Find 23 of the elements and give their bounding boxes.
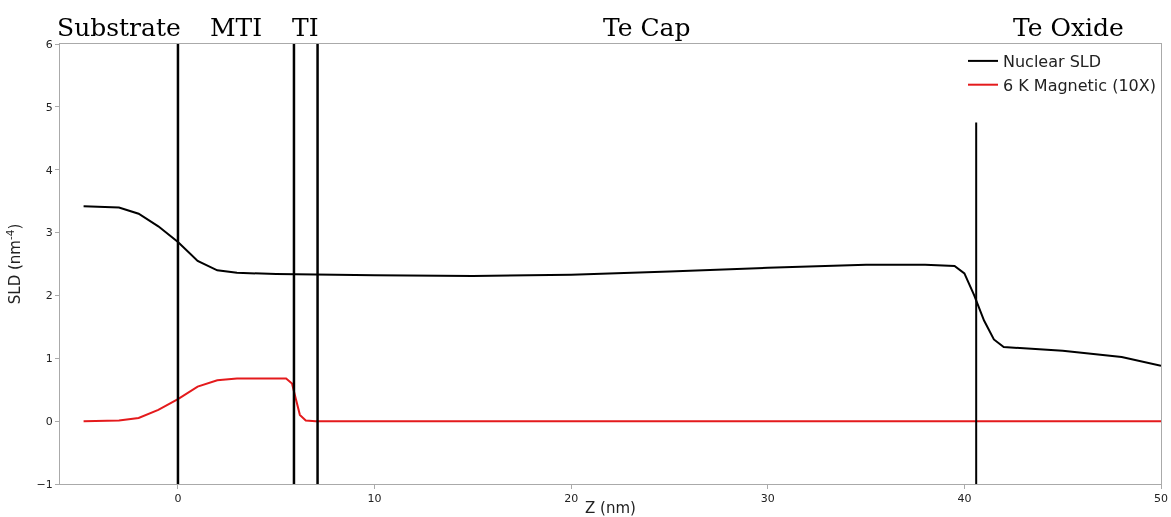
text: Te Oxide <box>1013 13 1124 42</box>
y-tick-label: 2 <box>45 289 53 303</box>
text: TI <box>292 13 319 42</box>
x-tick-label: 40 <box>957 492 972 506</box>
text: Te Cap <box>603 13 691 42</box>
x-tick-label: 10 <box>367 492 382 506</box>
x-tick-label: 30 <box>760 492 775 506</box>
x-tick-label: 50 <box>1154 492 1168 506</box>
y-tick-label: 4 <box>45 163 53 177</box>
legend-label: Nuclear SLD <box>1003 52 1102 72</box>
x-tick-label: 20 <box>564 492 579 506</box>
y-tick-label: 3 <box>45 226 53 240</box>
y-tick-label: 5 <box>45 100 53 114</box>
legend-label: 6 K Magnetic (10X) <box>1003 75 1156 95</box>
y-tick-label: 0 <box>45 414 53 428</box>
text: MTI <box>210 13 263 42</box>
x-tick-label: 0 <box>174 492 182 506</box>
line-series <box>82 377 1161 423</box>
text: Substrate <box>57 13 181 42</box>
y-tick-label: −1 <box>36 477 53 491</box>
y-tick-label: 1 <box>45 352 53 366</box>
y-tick-label: 6 <box>45 37 53 51</box>
x-axis-title: Z (nm) <box>585 499 636 517</box>
